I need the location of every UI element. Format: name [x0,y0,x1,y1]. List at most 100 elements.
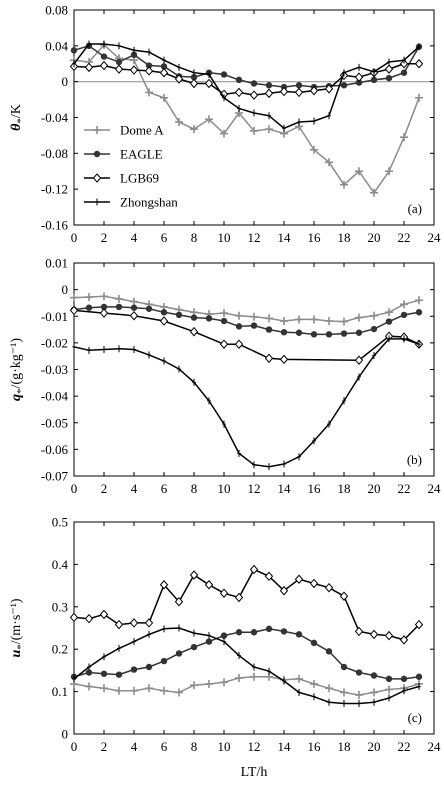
data-point [297,118,301,126]
data-point [205,315,213,322]
data-point [357,699,361,707]
series-lgb69 [69,305,424,365]
y-axis-unit: /K [9,104,24,118]
data-point [310,145,318,154]
data-point [355,79,363,86]
x-tick-label: 6 [161,230,168,245]
legend: Dome A EAGLE LGB69 Zhongshan [84,123,178,210]
data-point [357,63,361,71]
data-point [190,125,198,134]
data-point [235,311,243,320]
data-point [355,690,363,699]
x-tick-label: 6 [161,481,168,496]
data-point [130,304,138,311]
y-tick-label: 0 [62,727,69,742]
data-point [387,335,391,343]
data-point [264,353,274,364]
data-point [267,112,271,120]
data-point [309,85,319,96]
x-tick-label: 6 [161,739,168,754]
data-point [325,684,333,693]
data-point [100,53,108,60]
x-tick-label: 18 [338,739,351,754]
y-tick-label: -0.07 [41,469,69,484]
x-tick-label: 8 [191,481,198,496]
y-axis-symbol: u [9,650,24,658]
data-point [280,329,288,336]
data-point [387,58,391,66]
data-point [147,48,151,56]
panel-label: (a) [408,201,422,216]
x-tick-label: 4 [131,481,138,496]
data-point [145,305,153,312]
data-point [160,309,168,316]
data-point [69,305,79,316]
data-point [282,460,286,468]
legend-marker [92,173,102,183]
legend-marker [93,126,101,134]
data-point [99,609,109,620]
data-point [265,625,273,633]
series-line [73,306,420,336]
y-tick-label: -0.04 [41,389,69,404]
series-lgb69 [69,564,424,645]
data-point [295,82,303,89]
series-zhongshan [72,624,421,707]
data-point [100,670,108,677]
y-tick-label: -0.05 [41,415,68,430]
data-point [144,618,154,628]
data-point [249,90,259,100]
data-point [340,180,348,189]
legend-marker [95,198,99,206]
data-point [159,67,169,78]
data-point [325,158,333,167]
data-point [357,373,361,381]
data-point [309,578,319,589]
plot-frame [73,521,435,735]
data-point [234,592,244,603]
x-tick-label: 18 [338,481,351,496]
data-point [354,355,364,365]
y-tick-label: 0.08 [45,3,68,18]
data-point [372,698,376,706]
data-point [70,47,78,54]
data-point [175,117,183,126]
data-point [72,675,76,683]
y-axis-unit: /(g·kg⁻¹) [9,338,24,389]
data-point [117,644,121,652]
x-tick-label: 4 [131,230,138,245]
data-point [162,56,166,64]
data-point [177,624,181,632]
data-point [372,68,376,76]
data-point [280,628,288,635]
data-point [312,437,316,445]
data-point [340,688,348,697]
plot-frame [73,9,435,226]
plot-frame [73,262,435,477]
data-point [189,326,199,337]
data-point [400,311,408,319]
x-tick-label: 22 [398,481,411,496]
data-point [342,69,346,77]
y-axis-symbol: θ [9,123,24,131]
data-point [132,346,136,354]
data-point [250,80,258,87]
x-tick-label: 2 [101,230,108,245]
data-point [264,571,274,582]
y-tick-label: 0.04 [45,38,68,53]
data-point [235,76,243,84]
data-point [252,109,256,117]
x-tick-label: 16 [308,481,322,496]
y-tick-label: 0.1 [52,684,68,699]
legend-label: LGB69 [120,171,159,186]
data-point [220,678,228,687]
x-tick-label: 2 [101,739,108,754]
data-point [160,93,168,102]
data-point [415,673,423,680]
data-point [370,188,378,197]
y-tick-label: -0.01 [41,309,68,324]
series-line [73,628,420,680]
x-axis-title: LT/h [241,765,268,780]
data-point [310,315,318,324]
data-point [207,397,211,405]
